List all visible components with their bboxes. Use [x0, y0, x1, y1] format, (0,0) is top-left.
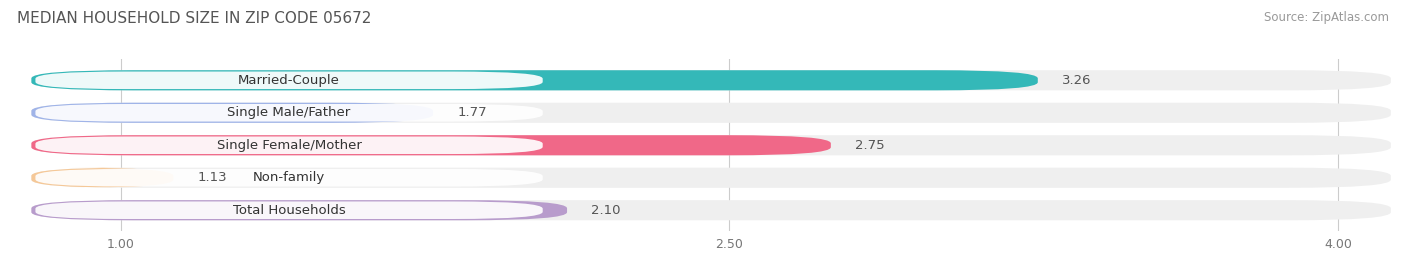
Text: 2.75: 2.75 — [855, 139, 884, 152]
FancyBboxPatch shape — [31, 168, 173, 188]
Text: Single Female/Mother: Single Female/Mother — [217, 139, 361, 152]
Text: 2.10: 2.10 — [592, 204, 621, 217]
Text: 1.13: 1.13 — [198, 171, 228, 184]
FancyBboxPatch shape — [35, 169, 543, 186]
FancyBboxPatch shape — [31, 168, 1391, 188]
FancyBboxPatch shape — [35, 201, 543, 219]
FancyBboxPatch shape — [31, 135, 831, 155]
FancyBboxPatch shape — [31, 200, 567, 220]
FancyBboxPatch shape — [35, 136, 543, 154]
Text: 1.77: 1.77 — [457, 106, 486, 119]
FancyBboxPatch shape — [31, 103, 1391, 123]
Text: Single Male/Father: Single Male/Father — [228, 106, 350, 119]
Text: Married-Couple: Married-Couple — [238, 74, 340, 87]
Text: MEDIAN HOUSEHOLD SIZE IN ZIP CODE 05672: MEDIAN HOUSEHOLD SIZE IN ZIP CODE 05672 — [17, 11, 371, 26]
Text: Total Households: Total Households — [233, 204, 346, 217]
FancyBboxPatch shape — [31, 135, 1391, 155]
FancyBboxPatch shape — [35, 72, 543, 89]
FancyBboxPatch shape — [31, 70, 1391, 90]
Text: 3.26: 3.26 — [1062, 74, 1091, 87]
FancyBboxPatch shape — [31, 70, 1038, 90]
FancyBboxPatch shape — [31, 103, 433, 123]
Text: Source: ZipAtlas.com: Source: ZipAtlas.com — [1264, 11, 1389, 24]
FancyBboxPatch shape — [35, 104, 543, 122]
Text: Non-family: Non-family — [253, 171, 325, 184]
FancyBboxPatch shape — [31, 200, 1391, 220]
